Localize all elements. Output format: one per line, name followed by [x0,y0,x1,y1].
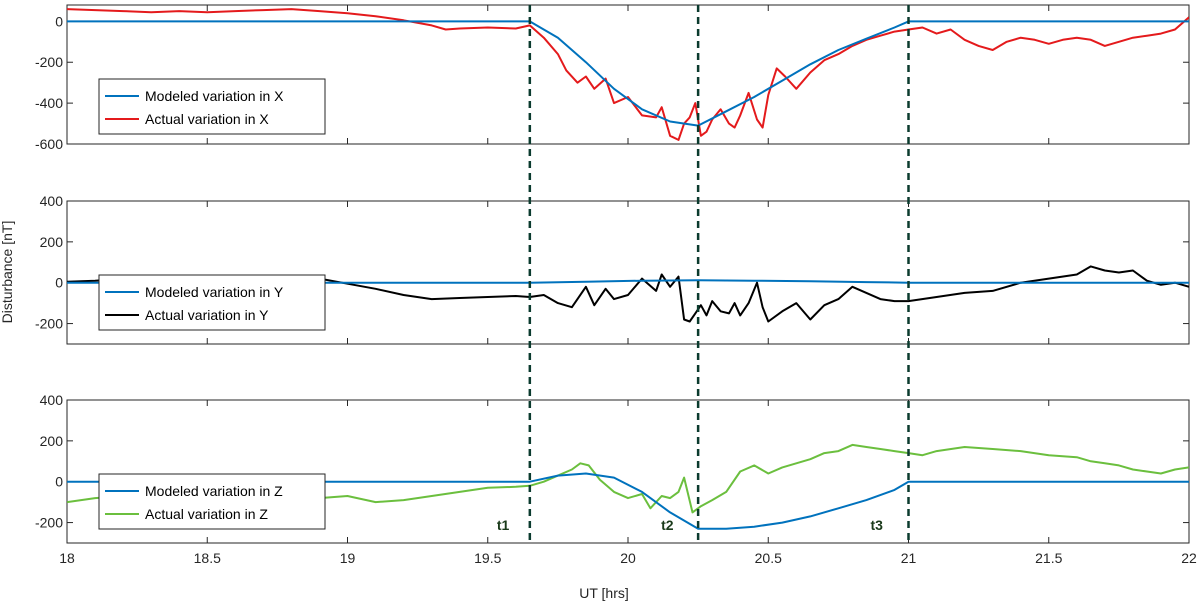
x-tick-label: 20 [620,550,636,566]
panel-x: 0 -200 -400 -600 Modeled variation in X Actua… [35,4,1190,152]
series-line-modeled-y [67,279,1189,284]
y-tick-label: -200 [35,515,63,531]
series-line-actual-x [67,8,1189,141]
y-tick-label: 400 [40,193,64,209]
panels-group: 0 -200 -400 -600 Modeled variation in X Actua… [35,4,1197,566]
y-tick-label: 400 [40,392,64,408]
panel-z: 400 200 0 -200 Modeled variation in Z Actual … [35,392,1197,566]
series-line-modeled-z [67,472,1189,530]
legend-entry: Modeled variation in Y [145,284,284,300]
legend-y: Modeled variation in Y Actual variation i… [98,274,326,331]
legend-entry: Modeled variation in X [145,88,284,104]
x-tick-label: 20.5 [755,550,782,566]
x-tick-label: 21.5 [1035,550,1062,566]
x-tick-label: 19.5 [474,550,501,566]
y-tick-label: -400 [35,95,63,111]
y-tick-label: -200 [35,316,63,332]
event-label-t3: t3 [871,517,884,533]
x-tick-label: 18 [59,550,75,566]
x-tick-label: 21 [901,550,917,566]
series-line-modeled-x [67,20,1189,127]
y-tick-label: 0 [55,474,63,490]
y-axis-title: Disturbance [nT] [0,221,15,324]
legend-box [98,473,326,530]
event-label-t2: t2 [661,517,674,533]
y-tick-label: -200 [35,54,63,70]
x-tick-label: 22 [1181,550,1197,566]
series-line-actual-z [67,443,1189,514]
legend-entry: Actual variation in X [145,111,269,127]
legend-box [98,78,326,135]
x-tick-label: 19 [340,550,356,566]
legend-box [98,274,326,331]
event-label-t1: t1 [497,517,510,533]
legend-entry: Modeled variation in Z [145,483,283,499]
y-tick-label: 200 [40,234,64,250]
y-tick-label: 200 [40,433,64,449]
x-axis-title: UT [hrs] [579,585,629,601]
y-tick-label: -600 [35,136,63,152]
legend-entry: Actual variation in Y [145,307,269,323]
legend-entry: Actual variation in Z [145,506,268,522]
legend-z: Modeled variation in Z Actual variation i… [98,473,326,530]
x-tick-label: 18.5 [194,550,221,566]
panel-y: 400 200 0 -200 Modeled variation in Y Actual … [35,193,1190,345]
event-markers-group: t1 t2 t3 [497,5,910,543]
legend-x: Modeled variation in X Actual variation i… [98,78,326,135]
series-line-actual-y [67,265,1189,323]
y-tick-label: 0 [55,13,63,29]
y-tick-label: 0 [55,275,63,291]
